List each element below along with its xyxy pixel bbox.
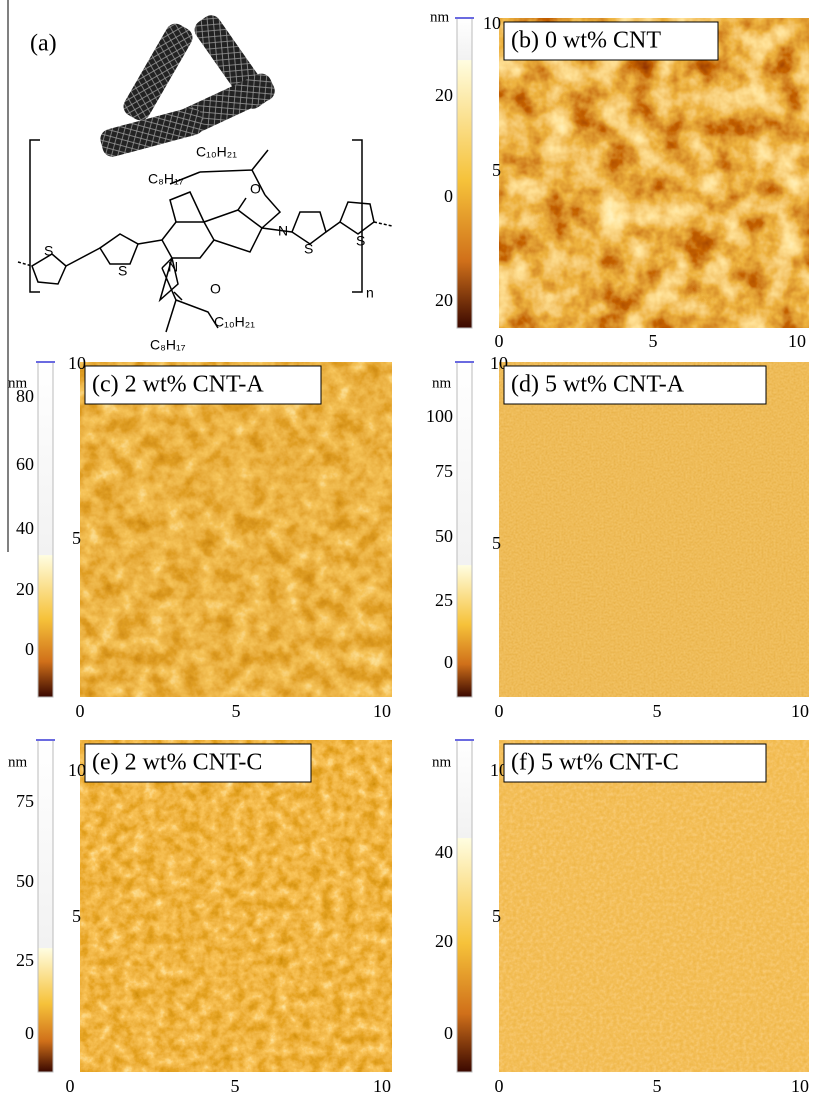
unit-label: nm <box>432 375 452 391</box>
colorbar-tick-label: 25 <box>16 950 34 970</box>
atom: S <box>356 233 365 249</box>
colorbar-tick-label: 0 <box>25 639 34 659</box>
x-tick-label: 10 <box>373 701 391 721</box>
x-tick-label: 5 <box>649 331 658 351</box>
label-box <box>503 365 767 405</box>
colorbar-tick-label: 75 <box>435 461 453 481</box>
colorbar-tick-label: 50 <box>16 871 34 891</box>
x-tick-label: 10 <box>791 701 809 721</box>
atom: O <box>250 181 261 197</box>
colorbar <box>456 361 473 698</box>
colorbar-tick-label: 60 <box>16 454 34 474</box>
afm-image <box>499 740 809 1072</box>
atom: S <box>44 243 53 259</box>
panel-label: (c) 2 wt% CNT-A <box>92 372 264 398</box>
x-tick-label: 0 <box>76 701 85 721</box>
colorbar-tick-label: 75 <box>16 791 34 811</box>
atom: C₈H₁₇ <box>150 337 186 353</box>
colorbar <box>456 739 473 1073</box>
panel-label: (b) 0 wt% CNT <box>511 28 661 54</box>
unit-label: nm <box>8 754 28 770</box>
colorbar-tick-label: 80 <box>16 386 34 406</box>
x-tick-label: 5 <box>231 1076 240 1096</box>
colorbar <box>37 361 54 698</box>
x-tick-label: 10 <box>373 1076 391 1096</box>
afm-image <box>499 18 809 328</box>
y-tick-label: 10 <box>68 760 86 780</box>
colorbar-tick-label: 0 <box>444 186 453 206</box>
y-tick-label: 5 <box>492 906 501 926</box>
colorbar-tick-label: 20 <box>435 85 453 105</box>
colorbar-tick-label: 0 <box>444 652 453 672</box>
unit-label: nm <box>8 375 28 391</box>
atom: O <box>210 281 221 297</box>
label-box <box>84 365 322 405</box>
polymer-structure <box>17 139 393 333</box>
afm-image <box>80 362 392 697</box>
atom: N <box>168 259 178 275</box>
y-tick-label: 5 <box>72 906 81 926</box>
panel-label: (a) <box>30 31 57 57</box>
y-tick-label: 5 <box>72 528 81 548</box>
colorbar-tick-label: 20 <box>16 579 34 599</box>
label-box <box>503 21 719 61</box>
colorbar-tick-label: 20 <box>435 931 453 951</box>
y-tick-label: 5 <box>492 160 501 180</box>
y-tick-label: 10 <box>483 13 501 33</box>
x-tick-label: 0 <box>495 331 504 351</box>
x-tick-label: 10 <box>791 1076 809 1096</box>
afm-image <box>499 362 809 697</box>
x-tick-label: 0 <box>66 1076 75 1096</box>
unit-label: nm <box>432 754 452 770</box>
x-tick-label: 5 <box>653 701 662 721</box>
label-box <box>503 743 767 783</box>
atom: S <box>304 241 313 257</box>
y-tick-label: 10 <box>68 353 86 373</box>
colorbar-tick-label: 20 <box>435 290 453 310</box>
x-tick-label: 0 <box>495 1076 504 1096</box>
afm-panel: nm 20 0 20 10 5 0 5 10 (b) 0 wt% CNT <box>430 9 809 351</box>
colorbar <box>37 739 54 1073</box>
colorbar-tick-label: 40 <box>435 842 453 862</box>
unit-label: nm <box>430 9 450 25</box>
x-tick-label: 0 <box>495 701 504 721</box>
colorbar-tick-label: 50 <box>435 526 453 546</box>
colorbar-tick-label: 0 <box>25 1023 34 1043</box>
colorbar-tick-label: 100 <box>426 406 453 426</box>
x-tick-label: 5 <box>653 1076 662 1096</box>
chemical-labels: C₁₀H₂₁ C₈H₁₇ N O O N C₁₀H₂₁ C₈H₁₇ S S S … <box>44 144 374 353</box>
atom: C₈H₁₇ <box>148 171 184 187</box>
nanotubes <box>100 15 275 157</box>
repeat-unit: n <box>366 285 374 301</box>
atom: C₁₀H₂₁ <box>196 144 237 160</box>
colorbar <box>456 17 473 329</box>
y-tick-label: 5 <box>492 533 501 553</box>
atom: S <box>118 263 127 279</box>
atom: C₁₀H₂₁ <box>214 314 255 330</box>
label-box <box>84 743 312 783</box>
colorbar-tick-label: 40 <box>16 518 34 538</box>
atom: N <box>278 223 288 239</box>
panel-label: (e) 2 wt% CNT-C <box>92 750 262 776</box>
x-tick-label: 5 <box>232 701 241 721</box>
panel-label: (f) 5 wt% CNT-C <box>511 750 679 776</box>
colorbar-tick-label: 0 <box>444 1023 453 1043</box>
afm-image <box>80 740 392 1072</box>
panel-label: (d) 5 wt% CNT-A <box>511 372 685 398</box>
colorbar-tick-label: 25 <box>435 590 453 610</box>
x-tick-label: 10 <box>788 331 806 351</box>
